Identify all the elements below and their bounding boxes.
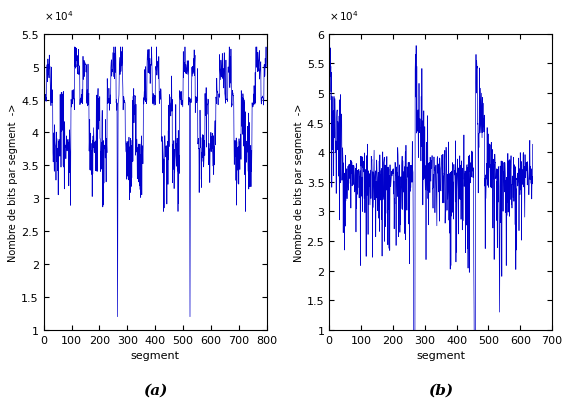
X-axis label: segment: segment — [416, 351, 465, 360]
Y-axis label: Nombre de bits par segment  ->: Nombre de bits par segment -> — [294, 103, 304, 261]
Text: (b): (b) — [428, 383, 453, 397]
Text: $\times\,10^4$: $\times\,10^4$ — [44, 9, 74, 23]
X-axis label: segment: segment — [131, 351, 180, 360]
Text: $\times\,10^4$: $\times\,10^4$ — [329, 9, 359, 23]
Text: (a): (a) — [143, 383, 167, 397]
Y-axis label: Nombre de bits par segment  ->: Nombre de bits par segment -> — [9, 103, 18, 261]
